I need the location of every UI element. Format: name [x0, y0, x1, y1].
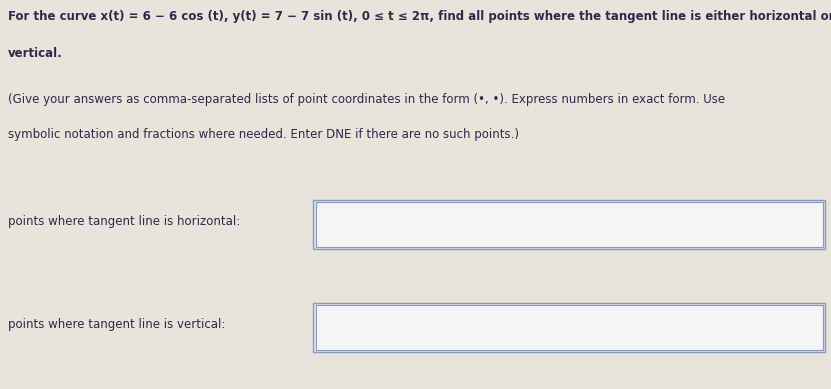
Text: points where tangent line is horizontal:: points where tangent line is horizontal: [8, 215, 240, 228]
Text: (Give your answers as comma-separated lists of point coordinates in the form (•,: (Give your answers as comma-separated li… [8, 93, 725, 106]
Text: symbolic notation and fractions where needed. Enter DNE if there are no such poi: symbolic notation and fractions where ne… [8, 128, 519, 141]
Text: For the curve x(t) = 6 − 6 cos (t), y(t) = 7 − 7 sin (t), 0 ≤ t ≤ 2π, find all p: For the curve x(t) = 6 − 6 cos (t), y(t)… [8, 10, 831, 23]
Text: vertical.: vertical. [8, 47, 63, 60]
FancyBboxPatch shape [316, 305, 823, 350]
FancyBboxPatch shape [313, 200, 825, 249]
FancyBboxPatch shape [313, 303, 825, 352]
FancyBboxPatch shape [316, 202, 823, 247]
Text: points where tangent line is vertical:: points where tangent line is vertical: [8, 318, 226, 331]
